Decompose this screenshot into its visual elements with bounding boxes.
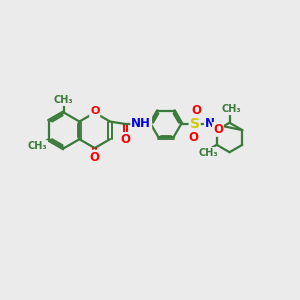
- Text: O: O: [213, 123, 223, 136]
- Text: O: O: [90, 151, 100, 164]
- Text: N: N: [205, 118, 215, 130]
- Text: CH₃: CH₃: [53, 95, 73, 105]
- Text: S: S: [190, 117, 200, 131]
- Text: CH₃: CH₃: [221, 104, 241, 114]
- Text: O: O: [188, 131, 198, 144]
- Text: CH₃: CH₃: [199, 148, 218, 158]
- Text: O: O: [90, 106, 99, 116]
- Text: CH₃: CH₃: [28, 141, 47, 151]
- Text: O: O: [191, 104, 201, 117]
- Text: O: O: [120, 133, 130, 146]
- Text: NH: NH: [131, 116, 151, 130]
